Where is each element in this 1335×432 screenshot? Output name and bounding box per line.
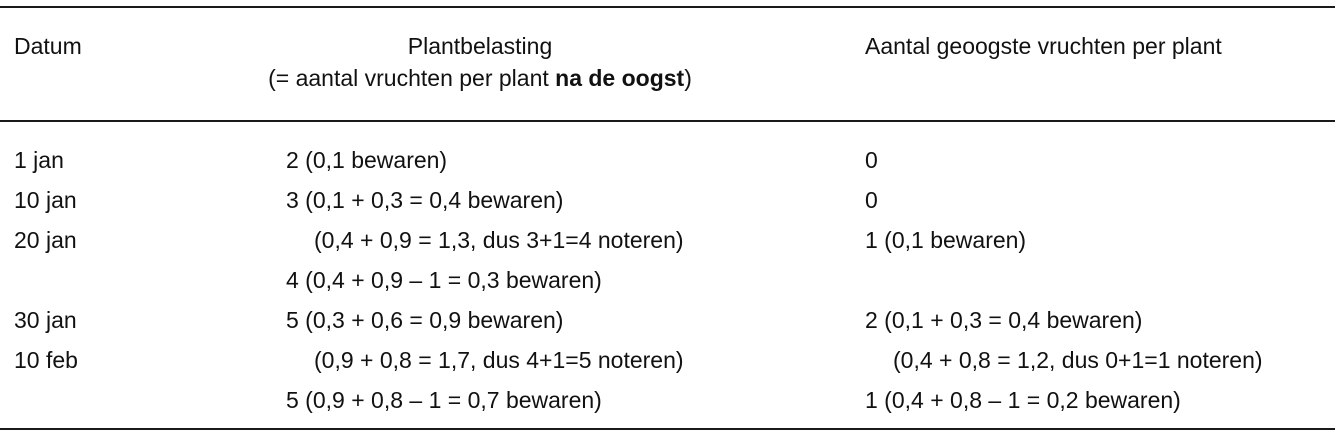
table-row: 30 jan 5 (0,3 + 0,6 = 0,9 bewaren) 2 (0,…: [0, 300, 1335, 340]
subtitle-post: ): [684, 65, 692, 91]
table-row: 1 jan 2 (0,1 bewaren) 0: [0, 140, 1335, 180]
date-cell: 20 jan: [14, 227, 77, 253]
table-row: 4 (0,4 + 0,9 – 1 = 0,3 bewaren): [0, 260, 1335, 300]
load-cell: 2 (0,1 bewaren): [286, 147, 448, 173]
load-cell: (0,4 + 0,9 = 1,3, dus 3+1=4 noteren): [314, 227, 684, 253]
load-cell: (0,9 + 0,8 = 1,7, dus 4+1=5 noteren): [314, 347, 684, 373]
subtitle-pre: (= aantal vruchten per plant: [268, 65, 556, 91]
header-geoogste-vruchten: Aantal geoogste vruchten per plant: [865, 33, 1222, 59]
table-row: 10 feb (0,9 + 0,8 = 1,7, dus 4+1=5 noter…: [0, 340, 1335, 380]
date-cell: 30 jan: [14, 307, 77, 333]
harvest-cell: 1 (0,4 + 0,8 – 1 = 0,2 bewaren): [865, 387, 1181, 413]
harvest-cell: 1 (0,1 bewaren): [865, 227, 1027, 253]
table-row: 5 (0,9 + 0,8 – 1 = 0,7 bewaren) 1 (0,4 +…: [0, 380, 1335, 420]
date-cell: 10 jan: [14, 187, 77, 213]
date-cell: 10 feb: [14, 347, 78, 373]
load-cell: 4 (0,4 + 0,9 – 1 = 0,3 bewaren): [286, 267, 602, 293]
harvest-cell: 0: [865, 187, 878, 213]
table-row: 10 jan 3 (0,1 + 0,3 = 0,4 bewaren) 0: [0, 180, 1335, 220]
header-plantbelasting-subtitle: (= aantal vruchten per plant na de oogst…: [220, 62, 740, 94]
load-cell: 5 (0,3 + 0,6 = 0,9 bewaren): [286, 307, 564, 333]
load-cell: 3 (0,1 + 0,3 = 0,4 bewaren): [286, 187, 564, 213]
table-top-rule: [0, 6, 1335, 8]
table-body: 1 jan 2 (0,1 bewaren) 0 10 jan 3 (0,1 + …: [0, 140, 1335, 420]
table-row: 20 jan (0,4 + 0,9 = 1,3, dus 3+1=4 noter…: [0, 220, 1335, 260]
table-header-rule: [0, 120, 1335, 122]
header-plantbelasting: Plantbelasting (= aantal vruchten per pl…: [220, 30, 740, 94]
header-datum: Datum: [14, 33, 82, 59]
header-plantbelasting-title: Plantbelasting: [407, 33, 553, 59]
harvest-cell: (0,4 + 0,8 = 1,2, dus 0+1=1 noteren): [893, 347, 1263, 373]
harvest-cell: 2 (0,1 + 0,3 = 0,4 bewaren): [865, 307, 1143, 333]
table-bottom-rule: [0, 428, 1335, 430]
harvest-cell: 0: [865, 147, 878, 173]
load-cell: 5 (0,9 + 0,8 – 1 = 0,7 bewaren): [286, 387, 602, 413]
subtitle-bold: na de oogst: [555, 65, 685, 91]
date-cell: 1 jan: [14, 147, 64, 173]
